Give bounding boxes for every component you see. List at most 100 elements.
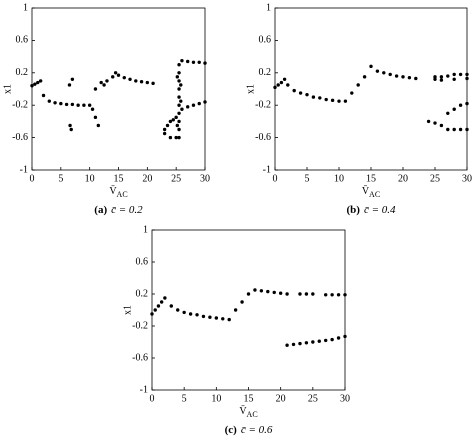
point <box>369 64 373 69</box>
point <box>169 304 173 308</box>
panel: 0 5 10 15 20 25 30 -1 -0.6 -0.2 0.2 0.6 1 V̄AC x1 (a) c̄… <box>2 2 210 215</box>
caption: (c) c̄ = 0.6 <box>225 424 273 436</box>
point <box>336 293 341 297</box>
point <box>156 304 161 308</box>
y-tick-label: 0.6 <box>136 256 149 267</box>
point <box>87 103 92 107</box>
point <box>163 296 167 300</box>
point <box>458 127 463 132</box>
point <box>407 75 412 80</box>
point <box>186 105 190 109</box>
x-tick-label: 20 <box>398 173 408 184</box>
point <box>439 75 444 79</box>
point <box>388 72 392 77</box>
point <box>177 71 181 75</box>
point <box>318 96 322 100</box>
point <box>33 82 37 86</box>
point <box>362 75 367 79</box>
y-tick-label: 0.2 <box>136 288 149 299</box>
x-tick-label: 10 <box>85 173 95 184</box>
point <box>191 60 196 64</box>
point <box>452 127 456 132</box>
point <box>426 119 431 124</box>
point <box>128 77 132 81</box>
y-tick-label: -1 <box>263 164 271 175</box>
point <box>111 75 115 79</box>
y-tick-label: 1 <box>266 2 271 13</box>
point <box>311 95 316 99</box>
point <box>446 127 450 132</box>
point <box>337 99 341 103</box>
point <box>93 115 98 120</box>
y-tick-label: 0.6 <box>259 35 272 46</box>
point <box>317 339 321 343</box>
x-label-sub: AC <box>369 190 380 199</box>
point <box>177 95 181 99</box>
point <box>64 102 69 107</box>
point <box>298 292 302 296</box>
point <box>53 101 57 105</box>
point <box>197 101 201 106</box>
point <box>177 87 181 91</box>
point <box>291 342 296 347</box>
point <box>176 308 180 312</box>
point <box>70 77 75 81</box>
point <box>214 316 219 320</box>
point <box>433 77 437 81</box>
point <box>68 123 72 128</box>
point <box>276 83 280 87</box>
point <box>41 93 46 98</box>
x-tick-label: 30 <box>462 173 472 184</box>
point <box>195 313 199 317</box>
point <box>201 314 206 319</box>
point <box>47 99 51 103</box>
point <box>116 73 121 77</box>
point <box>180 58 184 63</box>
y-tick-label: 1 <box>143 224 148 235</box>
point <box>203 100 207 104</box>
point <box>246 292 251 296</box>
x-tick-label: 10 <box>211 393 221 404</box>
x-tick-label: 20 <box>142 173 152 184</box>
point <box>394 74 399 78</box>
x-label-main: V̄ <box>239 405 247 417</box>
plot-frame <box>274 7 468 171</box>
x-axis-label: V̄AC <box>109 185 127 198</box>
point <box>465 101 469 106</box>
x-axis-label: V̄AC <box>362 185 380 198</box>
point <box>145 80 150 85</box>
point <box>285 292 289 296</box>
x-tick-label: 5 <box>182 393 187 404</box>
point <box>253 288 257 292</box>
point <box>177 127 181 132</box>
point <box>285 343 289 347</box>
point <box>159 300 164 304</box>
y-tick-label: 1 <box>23 2 28 13</box>
point <box>179 83 183 87</box>
x-tick-label: 5 <box>58 173 63 184</box>
point <box>36 80 40 85</box>
point <box>174 115 178 120</box>
x-axis-label: V̄AC <box>239 405 257 418</box>
y-tick-label: 0.2 <box>16 67 29 78</box>
y-tick-label: 0.6 <box>16 35 29 46</box>
x-label-main: V̄ <box>109 185 117 197</box>
point <box>446 74 450 78</box>
point <box>433 75 437 79</box>
point <box>439 123 444 128</box>
point <box>175 75 180 79</box>
point <box>177 111 181 116</box>
x-tick-label: 0 <box>30 173 35 184</box>
x-tick-label: 30 <box>340 393 350 404</box>
caption-label: (b) <box>346 204 360 216</box>
caption: (a) c̄ = 0.2 <box>94 204 143 216</box>
point <box>177 79 181 83</box>
point <box>278 291 283 295</box>
caption-label: (c) <box>225 424 238 436</box>
panel: 0 5 10 15 20 25 30 -1 -0.6 -0.2 0.2 0.6 1 V̄AC x1 (b) c̄… <box>245 2 472 215</box>
point <box>139 80 144 84</box>
y-tick-label: -1 <box>20 164 28 175</box>
point <box>375 69 380 73</box>
point <box>311 292 315 296</box>
